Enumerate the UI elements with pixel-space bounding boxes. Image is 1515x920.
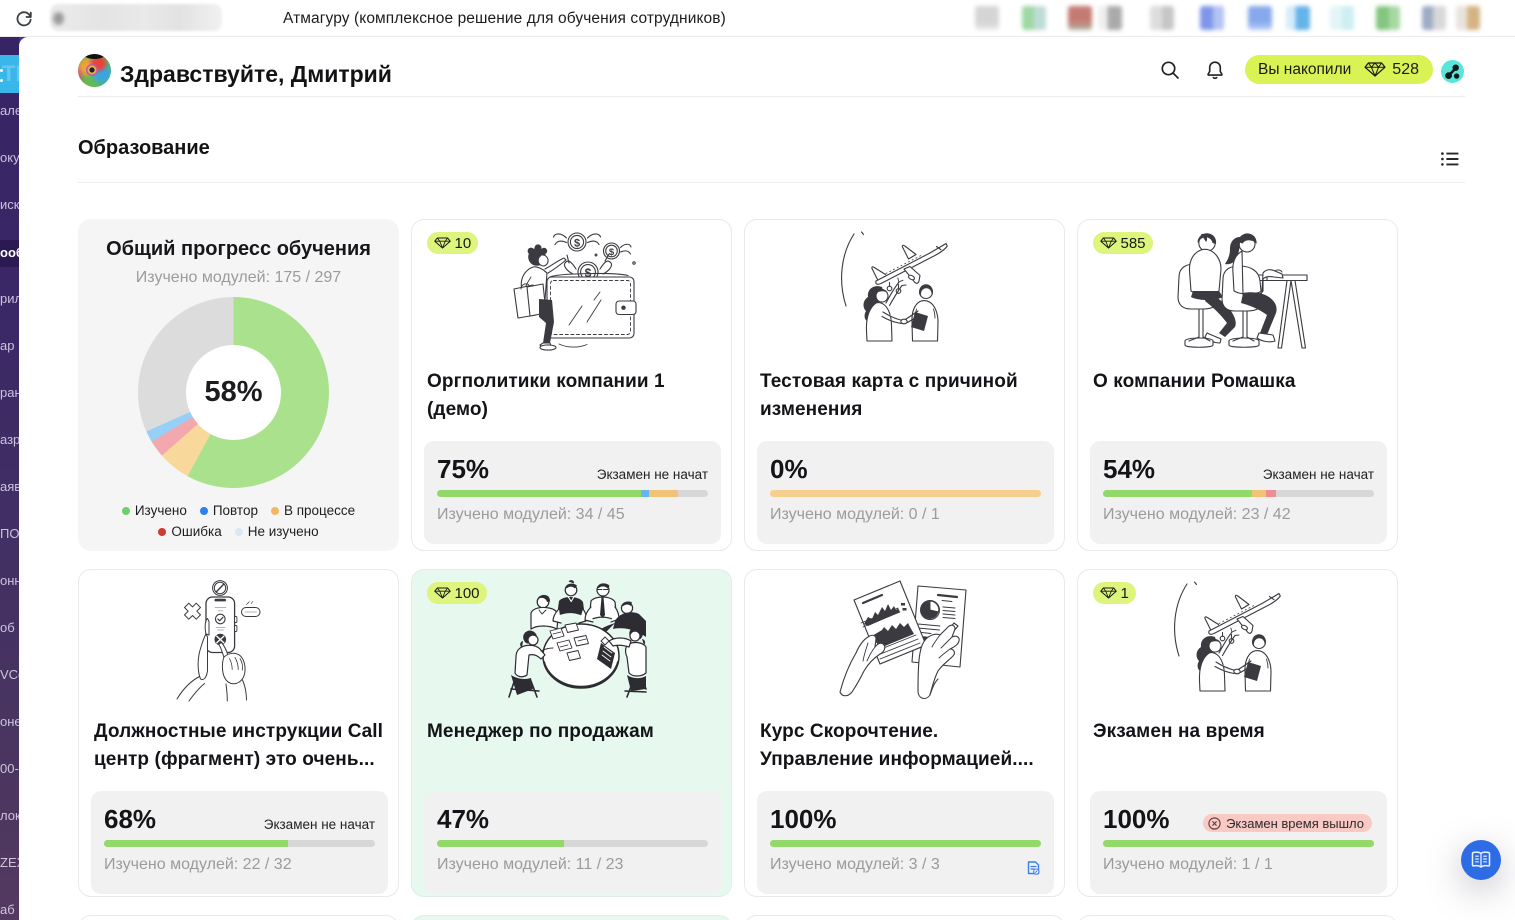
svg-text:$: $ xyxy=(608,247,614,258)
svg-text:$: $ xyxy=(584,266,591,280)
svg-text:$: $ xyxy=(573,237,579,249)
